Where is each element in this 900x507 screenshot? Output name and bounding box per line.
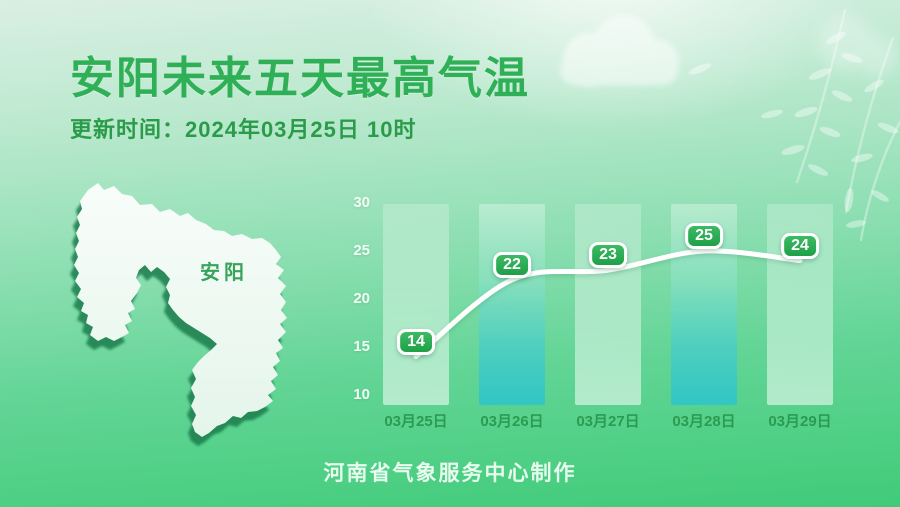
temperature-value-badge: 24 xyxy=(781,232,819,259)
map-region xyxy=(74,183,287,437)
x-axis-label: 03月27日 xyxy=(576,413,640,430)
credit-label: 河南省气象服务中心制作 xyxy=(323,462,577,485)
column-1 xyxy=(383,204,449,405)
x-axis-label: 03月26日 xyxy=(480,413,544,430)
temperature-value-badge: 23 xyxy=(589,242,627,269)
column-2 xyxy=(479,204,545,405)
y-axis-label: 20 xyxy=(353,290,370,307)
update-time-label: 更新时间：2024年03月25日 10时 xyxy=(70,117,417,142)
x-axis-label: 03月29日 xyxy=(768,413,832,430)
y-axis-label: 25 xyxy=(353,242,370,259)
region-map-shape xyxy=(70,183,287,446)
column-3 xyxy=(575,204,641,405)
y-axis-label: 30 xyxy=(353,194,370,211)
temperature-value-badge: 25 xyxy=(685,223,723,249)
cloud-icon-small xyxy=(818,14,896,76)
y-axis-label: 10 xyxy=(353,386,370,403)
cloud-icon xyxy=(560,15,679,87)
region-name-label: 安阳 xyxy=(200,262,248,284)
y-axis-label: 15 xyxy=(353,338,370,355)
x-axis-label: 03月28日 xyxy=(672,413,736,430)
anyang-region-map: 安阳 xyxy=(40,160,340,460)
page-title: 安阳未来五天最高气温 xyxy=(70,54,530,103)
temperature-curve xyxy=(413,248,803,360)
temperature-line-chart: 03月25日 03月26日 03月27日 03月28日 03月29日 10 15 20 25 30… xyxy=(340,194,880,455)
x-axis-label: 03月25日 xyxy=(384,413,448,430)
temperature-value-badge: 14 xyxy=(397,328,435,355)
temperature-value-badge: 22 xyxy=(493,251,531,278)
